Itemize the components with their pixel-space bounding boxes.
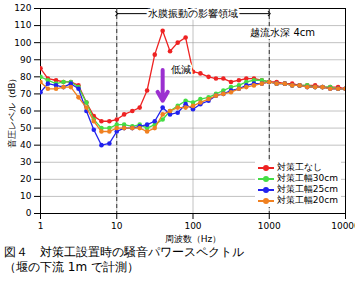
svg-text:100: 100: [184, 221, 201, 231]
svg-text:110: 110: [14, 20, 31, 30]
svg-text:120: 120: [14, 3, 31, 13]
svg-text:100: 100: [14, 38, 31, 48]
svg-text:1000: 1000: [258, 221, 281, 231]
svg-text:越流水深 4cm: 越流水深 4cm: [250, 27, 315, 38]
svg-text:70: 70: [20, 89, 32, 99]
svg-text:50: 50: [20, 123, 32, 133]
html-text:対策工なし: 対策工なし: [276, 162, 322, 172]
svg-text:40: 40: [20, 140, 32, 150]
html-text:対策工幅25cm: 対策工幅25cm: [276, 184, 338, 194]
svg-text:30: 30: [20, 157, 32, 167]
svg-text:10: 10: [20, 191, 32, 201]
html-text:対策工幅30cm: 対策工幅30cm: [276, 173, 338, 183]
svg-text:60: 60: [20, 106, 32, 116]
svg-text:10: 10: [111, 221, 123, 231]
svg-text:80: 80: [20, 72, 32, 82]
svg-text:水膜振動の影響領域: 水膜振動の影響領域: [148, 8, 238, 19]
svg-text:20: 20: [20, 174, 32, 184]
svg-text:90: 90: [20, 55, 32, 65]
svg-text:低減: 低減: [171, 64, 191, 75]
svg-text:周波数（Hz）: 周波数（Hz）: [165, 234, 222, 244]
svg-text:10000: 10000: [331, 221, 355, 231]
svg-text:1: 1: [38, 221, 44, 231]
html-text:図４ 対策工設置時の騒音パワースペクトル （堰の下流 1m: 図４ 対策工設置時の騒音パワースペクトル （堰の下流 1m で計測）: [4, 245, 244, 274]
svg-text:0: 0: [26, 208, 32, 218]
html-text:対策工幅20cm: 対策工幅20cm: [276, 195, 338, 205]
svg-text:音圧レベル（dB）: 音圧レベル（dB）: [7, 74, 17, 149]
